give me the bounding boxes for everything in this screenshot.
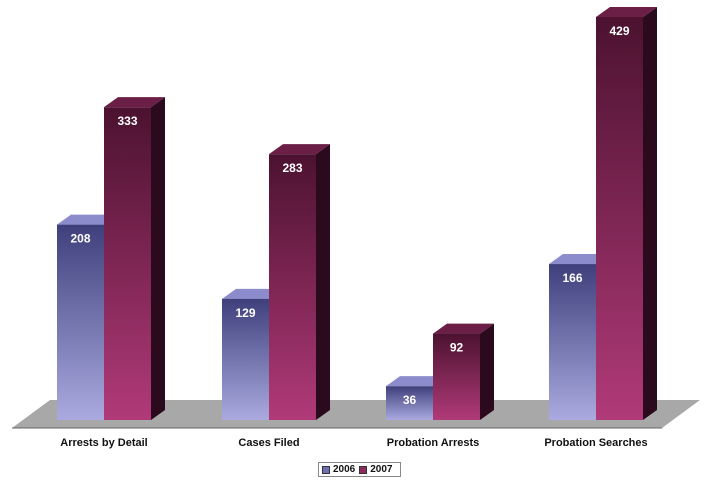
bar-top (596, 7, 657, 17)
bar-top (549, 254, 610, 265)
legend-box: 2006 2007 (318, 462, 401, 477)
bar-front (57, 224, 104, 420)
bar-top (386, 376, 447, 387)
chart-floor (12, 400, 700, 428)
value-label-2007-0: 333 (117, 114, 137, 128)
bar-side (151, 97, 165, 420)
value-label-2006-2: 36 (403, 393, 417, 407)
value-label-2007-3: 429 (609, 24, 629, 38)
bar-front (549, 264, 596, 420)
bar-top (104, 97, 165, 108)
legend-label-2007: 2007 (370, 464, 393, 475)
bar-side (316, 144, 330, 420)
bar-2007-3 (596, 7, 657, 420)
value-label-2007-1: 283 (282, 161, 302, 175)
bar-front (222, 298, 269, 420)
bar-side (643, 7, 657, 420)
category-label-3: Probation Searches (544, 437, 648, 449)
value-labels-group: 208 333 129 283 36 92 166 429 (70, 24, 629, 407)
bar-front (269, 154, 316, 420)
bar-2007-2 (433, 323, 494, 420)
legend-swatch-2007 (359, 465, 368, 474)
bar-front (433, 333, 480, 420)
value-label-2006-1: 129 (235, 306, 255, 320)
bar-2007-1 (269, 144, 330, 420)
bar-front (386, 386, 433, 420)
bar-top (222, 288, 283, 299)
category-label-0: Arrests by Detail (60, 437, 148, 449)
bar-top (269, 144, 330, 155)
value-label-2007-2: 92 (450, 341, 464, 355)
bar-top (433, 323, 494, 334)
bar-front (104, 107, 151, 420)
value-label-2006-3: 166 (562, 271, 582, 285)
bars-group (57, 7, 657, 420)
legend-swatch-2006 (322, 465, 330, 474)
bar-top (57, 214, 118, 225)
legend: 2006 2007 (318, 462, 401, 477)
legend-item-2007: 2007 (359, 464, 393, 475)
bar-front (596, 17, 643, 420)
category-label-1: Cases Filed (238, 437, 300, 449)
value-label-2006-0: 208 (70, 232, 90, 246)
legend-label-2006: 2006 (333, 464, 356, 475)
bar-side (480, 323, 494, 420)
bar-2007-0 (104, 97, 165, 420)
legend-item-2006: 2006 (322, 464, 355, 475)
category-label-2: Probation Arrests (386, 437, 480, 449)
